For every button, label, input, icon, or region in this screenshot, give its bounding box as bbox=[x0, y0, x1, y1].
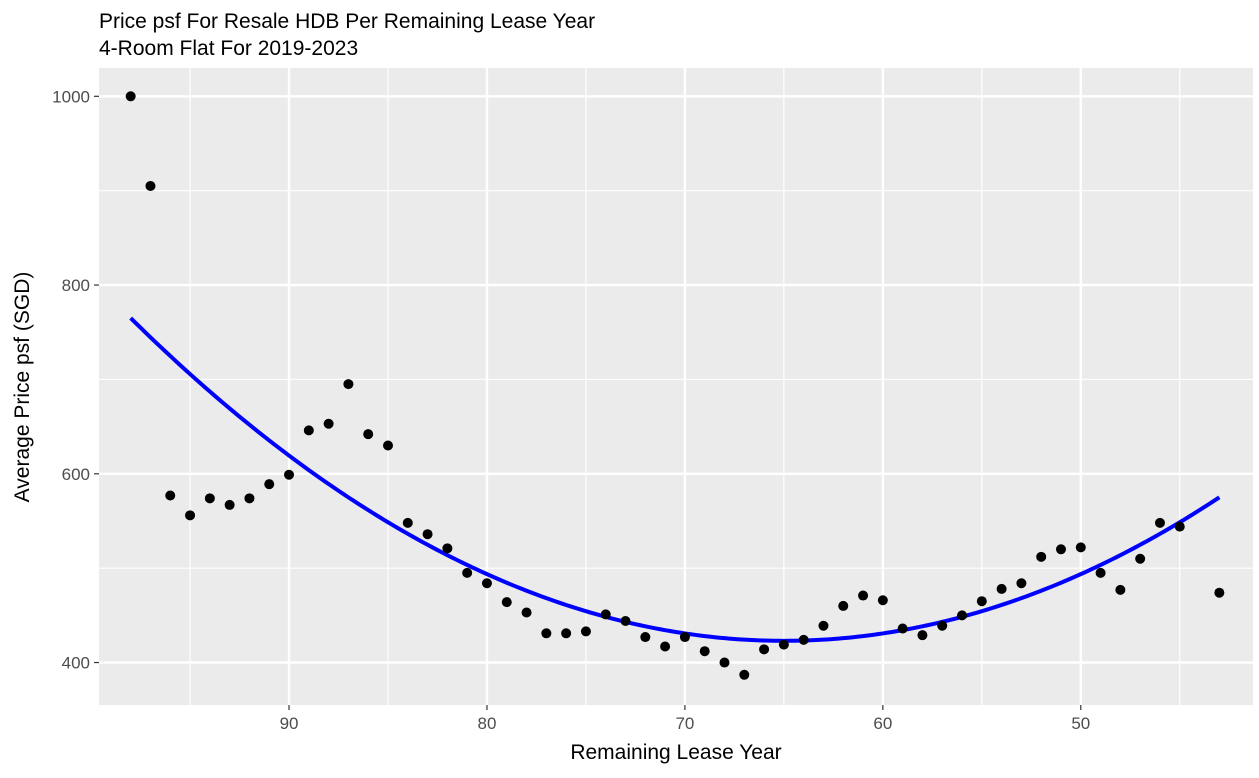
data-point bbox=[561, 628, 572, 639]
data-point bbox=[1055, 544, 1066, 555]
data-point bbox=[244, 493, 255, 504]
data-point bbox=[838, 600, 849, 611]
data-point bbox=[541, 628, 552, 639]
x-tick-label: 60 bbox=[873, 714, 892, 733]
y-axis-title: Average Price psf (SGD) bbox=[11, 272, 34, 503]
data-point bbox=[1174, 521, 1185, 532]
data-point bbox=[778, 639, 789, 650]
x-tick-label: 70 bbox=[675, 714, 694, 733]
data-point bbox=[1075, 542, 1086, 553]
data-point bbox=[442, 543, 453, 554]
data-point bbox=[1095, 567, 1106, 578]
points-layer bbox=[125, 91, 1225, 680]
data-point bbox=[224, 499, 235, 510]
data-point bbox=[1016, 578, 1027, 589]
data-point bbox=[165, 490, 176, 501]
trend-line bbox=[129, 316, 1221, 643]
chart-subtitle: 4-Room Flat For 2019-2023 bbox=[99, 37, 358, 60]
y-tick-label: 1000 bbox=[52, 87, 90, 106]
data-point bbox=[897, 623, 908, 634]
grid-minor bbox=[99, 68, 1253, 705]
y-tick-label: 800 bbox=[62, 276, 90, 295]
data-point bbox=[620, 616, 631, 627]
data-point bbox=[976, 596, 987, 607]
x-tick-label: 90 bbox=[280, 714, 299, 733]
data-point bbox=[957, 610, 968, 621]
data-point bbox=[323, 418, 334, 429]
data-point bbox=[501, 597, 512, 608]
plot-panel bbox=[99, 68, 1253, 705]
data-point bbox=[679, 632, 690, 643]
y-tick-label: 600 bbox=[62, 465, 90, 484]
x-axis-title: Remaining Lease Year bbox=[570, 741, 781, 764]
data-point bbox=[719, 657, 730, 668]
data-point bbox=[1214, 587, 1225, 598]
data-point bbox=[303, 425, 314, 436]
chart-title: Price psf For Resale HDB Per Remaining L… bbox=[99, 10, 595, 33]
data-point bbox=[462, 567, 473, 578]
data-point bbox=[284, 469, 295, 480]
data-point bbox=[185, 510, 196, 521]
data-point bbox=[363, 429, 374, 440]
data-point bbox=[660, 641, 671, 652]
ticks-layer: 90 80 70 60 50 400 600 800 1000 bbox=[52, 87, 1090, 733]
data-point bbox=[481, 578, 492, 589]
data-point bbox=[640, 632, 651, 643]
data-point bbox=[600, 609, 611, 620]
x-tick-label: 80 bbox=[478, 714, 497, 733]
trend-layer bbox=[129, 316, 1221, 643]
x-tick-label: 50 bbox=[1071, 714, 1090, 733]
data-point bbox=[580, 626, 591, 637]
data-point bbox=[422, 529, 433, 540]
data-point bbox=[877, 595, 888, 606]
data-point bbox=[917, 630, 928, 641]
data-point bbox=[739, 669, 750, 680]
data-point bbox=[996, 583, 1007, 594]
data-point bbox=[521, 607, 532, 618]
data-point bbox=[759, 644, 770, 655]
data-point bbox=[402, 517, 413, 528]
data-point bbox=[1036, 551, 1047, 562]
data-point bbox=[1154, 517, 1165, 528]
data-point bbox=[204, 493, 215, 504]
data-point bbox=[125, 91, 136, 102]
data-point bbox=[343, 379, 354, 390]
data-point bbox=[1115, 584, 1126, 595]
data-point bbox=[264, 479, 275, 490]
data-point bbox=[699, 646, 710, 657]
data-point bbox=[858, 590, 869, 601]
data-point bbox=[145, 180, 156, 191]
data-point bbox=[798, 634, 809, 645]
data-point bbox=[1135, 553, 1146, 564]
y-tick-label: 400 bbox=[62, 654, 90, 673]
data-point bbox=[382, 440, 393, 451]
data-point bbox=[937, 620, 948, 631]
data-point bbox=[818, 620, 829, 631]
